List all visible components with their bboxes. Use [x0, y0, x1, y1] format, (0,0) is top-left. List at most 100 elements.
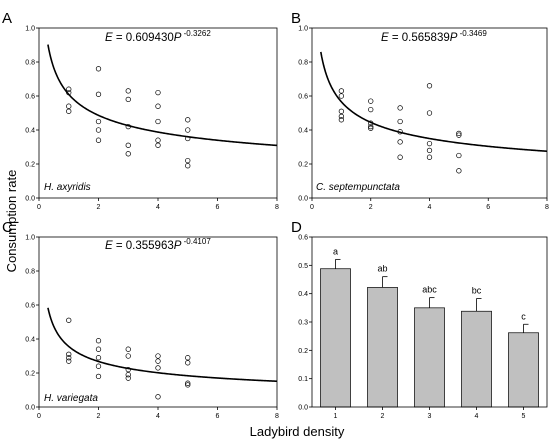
y-tick-label: 0.4 [25, 337, 35, 344]
data-point [95, 338, 102, 344]
data-point [338, 93, 345, 99]
data-point [125, 346, 131, 352]
data-point [125, 151, 131, 157]
data-point [95, 127, 102, 133]
data-point [125, 142, 131, 148]
data-point [456, 168, 462, 174]
data-point [155, 358, 161, 364]
data-point [185, 135, 191, 142]
data-point [95, 66, 102, 72]
data-point [95, 355, 102, 361]
data-point [66, 89, 72, 96]
plot-frame [38, 27, 278, 199]
y-tick-label: 0.0 [25, 196, 35, 203]
panel-c: C 0.0 0.2 0.4 0.6 0.8 1.0 0 2 4 6 8 E = 0.355963P -0… [2, 219, 279, 420]
data-point [185, 163, 191, 169]
data-point [185, 157, 191, 164]
data-point [125, 88, 131, 94]
y-tick-label: 0.2 [298, 348, 308, 355]
panel-d: D 0.0 0.1 0.2 0.3 0.4 0.5 0.6 a 1 ab 2 abc 3 bc 4 c 5 [291, 219, 548, 420]
data-point [185, 127, 191, 133]
y-tick-label: 0.0 [298, 405, 308, 412]
data-point [125, 353, 131, 359]
data-point [155, 365, 161, 371]
bar [414, 307, 445, 408]
bar [508, 332, 539, 408]
data-point [155, 353, 161, 359]
data-point [95, 91, 102, 97]
data-point [338, 88, 345, 94]
data-point [397, 154, 403, 160]
data-point [155, 118, 161, 125]
species-label: C. septempunctata [316, 182, 400, 193]
x-tick-label: 6 [486, 204, 490, 211]
y-axis-title: Consumption rate [4, 170, 19, 273]
x-tick-label: 6 [216, 204, 220, 211]
data-point [338, 117, 345, 123]
data-point [155, 394, 161, 400]
panel-letter: D [291, 219, 302, 236]
data-point [66, 103, 72, 109]
data-point [368, 123, 374, 130]
data-point [397, 118, 403, 125]
y-tick-label: 0.0 [298, 196, 308, 203]
x-tick-label: 2 [97, 413, 101, 420]
equation: E = 0.609430P -0.3262 [105, 29, 211, 44]
x-tick-label: 2 [381, 413, 385, 420]
data-point [426, 83, 433, 89]
y-tick-label: 1.0 [25, 235, 35, 242]
y-tick-label: 0.2 [298, 162, 308, 169]
x-tick-label: 4 [156, 204, 160, 211]
data-point [66, 317, 72, 323]
data-point [125, 366, 131, 373]
data-point [368, 125, 374, 131]
data-point [456, 132, 462, 138]
y-tick-label: 0.6 [25, 94, 35, 101]
plot-frame [311, 27, 548, 199]
y-tick-label: 0.3 [298, 320, 308, 327]
x-tick-label: 0 [37, 413, 41, 420]
x-tick-label: 4 [428, 204, 432, 211]
y-tick-label: 1.0 [298, 26, 308, 33]
data-point [155, 89, 161, 96]
panel-letter: A [2, 10, 12, 27]
x-tick-label: 2 [369, 204, 373, 211]
x-tick-label: 3 [428, 413, 432, 420]
data-point [185, 380, 191, 386]
x-tick-label: 1 [334, 413, 338, 420]
x-tick-label: 8 [275, 204, 279, 211]
significance-letter: a [333, 246, 338, 256]
bar [461, 310, 492, 408]
y-tick-label: 0.1 [298, 376, 308, 383]
data-point [185, 382, 191, 388]
bar [367, 287, 398, 408]
data-point [426, 140, 433, 147]
data-point [338, 108, 345, 114]
panel-letter: B [291, 10, 301, 27]
significance-letter: abc [422, 285, 437, 295]
y-tick-label: 0.5 [298, 263, 308, 270]
panel-b: B 0.0 0.2 0.4 0.6 0.8 1.0 0 2 4 6 8 E = 0.565839P -0… [291, 10, 549, 211]
data-point [185, 117, 191, 123]
data-point [368, 120, 374, 126]
fit-curve [47, 307, 277, 383]
data-point [456, 130, 462, 137]
y-tick-label: 0.0 [25, 405, 35, 412]
x-axis-title: Ladybird density [250, 424, 345, 439]
data-point [125, 123, 131, 130]
data-point [155, 103, 161, 109]
data-point [185, 360, 191, 366]
data-point [397, 105, 403, 111]
significance-letter: c [521, 311, 526, 321]
y-tick-label: 0.4 [298, 128, 308, 135]
data-point [95, 118, 102, 125]
data-point [368, 106, 374, 113]
equation: E = 0.355963P -0.4107 [105, 237, 211, 252]
y-tick-label: 0.2 [25, 162, 35, 169]
data-point [95, 346, 102, 352]
y-tick-label: 0.2 [25, 371, 35, 378]
x-tick-label: 6 [216, 413, 220, 420]
species-label: H. axyridis [44, 182, 91, 193]
data-point [95, 373, 102, 380]
data-point [397, 129, 403, 135]
